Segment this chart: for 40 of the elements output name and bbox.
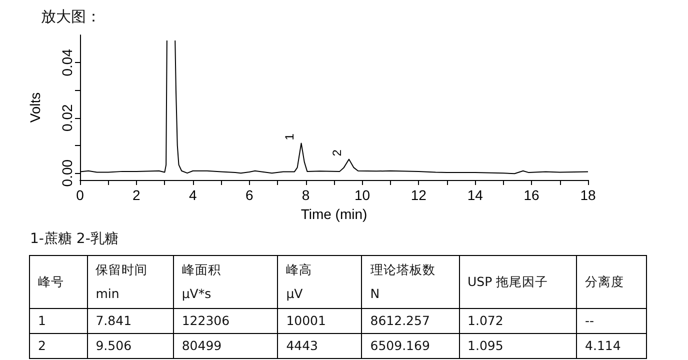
text: USP 拖尾因子 [459, 256, 577, 308]
text: 1 [30, 308, 88, 334]
y-axis-title: Volts [27, 92, 43, 123]
text: 峰高 μV [278, 256, 362, 308]
x-tick-label: 4 [188, 187, 197, 203]
text: 4443 [278, 334, 362, 358]
text: 保留时间 min [87, 256, 174, 308]
x-tick-label: 12 [410, 187, 427, 203]
x-tick-label: 10 [354, 187, 370, 203]
text: 10001 [278, 308, 362, 334]
text: 峰面积 μV*s [173, 256, 278, 308]
x-tick-label: 8 [302, 187, 310, 203]
x-tick-label: 0 [76, 187, 84, 203]
text: 1-蔗糖 2-乳糖 [30, 230, 118, 248]
text: 6509.169 [362, 334, 460, 358]
y-tick-label: 0.00 [59, 159, 75, 187]
y-tick-label: 0.04 [59, 48, 75, 76]
x-tick-label: 6 [245, 187, 254, 203]
text: 8612.257 [362, 308, 460, 334]
text: 2 [30, 334, 88, 358]
text: 7.841 [87, 308, 174, 334]
text: 1.072 [459, 308, 577, 334]
x-tick-label: 16 [524, 187, 540, 203]
x-tick-label: 18 [580, 187, 596, 203]
text: 理论塔板数 N [362, 256, 460, 308]
x-axis-title: Time (min) [300, 206, 368, 222]
annotation: 1 [282, 133, 296, 140]
text: 122306 [173, 308, 278, 334]
text: 分离度 [576, 256, 646, 308]
y-tick-label: 0.02 [59, 104, 75, 132]
text: 峰号 [30, 256, 88, 308]
annotation: 2 [330, 149, 344, 156]
chart-title: 放大图： [41, 8, 101, 26]
x-tick-label: 14 [467, 187, 484, 203]
text: 1.095 [459, 334, 577, 358]
text: 4.114 [576, 334, 646, 358]
x-tick-label: 2 [132, 187, 141, 203]
text: 9.506 [87, 334, 174, 358]
text: 80499 [173, 334, 278, 358]
text: -- [576, 308, 646, 334]
